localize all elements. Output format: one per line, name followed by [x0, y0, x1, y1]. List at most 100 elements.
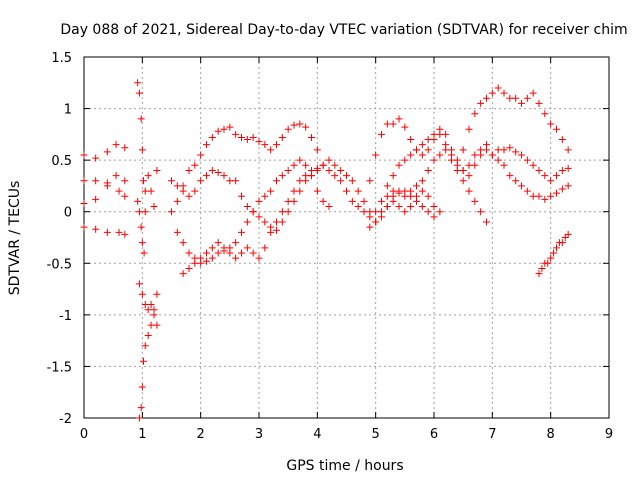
data-point: [185, 192, 193, 200]
data-point: [500, 161, 508, 169]
data-point: [115, 228, 123, 236]
data-point: [553, 125, 560, 133]
series-track-n: [366, 84, 572, 185]
data-point: [541, 172, 549, 180]
data-point: [395, 115, 403, 123]
data-point: [140, 177, 147, 185]
data-point: [319, 197, 327, 205]
data-point: [179, 187, 187, 195]
data-point: [243, 218, 251, 226]
data-point: [418, 151, 426, 159]
data-point: [284, 197, 292, 205]
series-track-p: [383, 146, 490, 226]
data-point: [366, 213, 374, 221]
data-point: [550, 249, 558, 257]
x-tick-label: 1: [138, 427, 146, 442]
data-point: [80, 223, 88, 231]
data-point: [378, 197, 385, 205]
y-tick-label: -0.5: [47, 257, 72, 272]
data-point: [313, 164, 321, 172]
data-point: [150, 203, 158, 211]
data-point: [523, 94, 531, 102]
data-point: [138, 290, 146, 298]
data-point: [331, 161, 339, 169]
data-point: [418, 203, 426, 211]
data-point: [80, 199, 88, 207]
data-point: [191, 187, 199, 195]
data-point: [92, 154, 100, 162]
data-point: [249, 133, 257, 141]
data-point: [360, 197, 368, 205]
data-point: [547, 192, 555, 200]
series-track-o: [372, 130, 572, 216]
y-tick-label: 1: [64, 103, 72, 118]
data-point: [506, 144, 514, 152]
data-point: [92, 177, 100, 185]
data-point: [273, 141, 280, 149]
data-point: [255, 197, 263, 205]
data-point: [424, 192, 432, 200]
data-point: [203, 172, 210, 180]
data-point: [424, 136, 432, 144]
data-point: [296, 120, 304, 128]
data-point: [144, 331, 152, 339]
data-point: [214, 169, 222, 177]
data-point: [179, 239, 187, 247]
data-point: [135, 280, 143, 288]
data-point: [465, 161, 473, 169]
data-point: [150, 311, 158, 319]
data-point: [319, 161, 327, 169]
data-point: [325, 166, 333, 174]
data-point: [494, 156, 502, 164]
data-point: [483, 218, 490, 226]
data-point: [544, 259, 552, 267]
data-point: [465, 125, 473, 133]
data-point: [430, 156, 438, 164]
series-track-g: [135, 290, 161, 422]
data-point: [477, 146, 485, 154]
data-point: [430, 213, 438, 221]
data-point: [337, 166, 345, 174]
data-point: [185, 264, 193, 272]
data-point: [535, 166, 543, 174]
data-point: [343, 187, 350, 195]
data-point: [153, 321, 161, 329]
data-point: [561, 234, 569, 241]
series-track-e: [134, 79, 149, 216]
data-point: [168, 177, 175, 185]
data-point: [214, 127, 222, 135]
data-point: [477, 99, 485, 107]
data-point: [313, 187, 321, 195]
data-point: [442, 146, 450, 154]
data-point: [197, 177, 205, 185]
data-point: [103, 148, 111, 156]
data-point: [418, 177, 426, 185]
data-point: [140, 357, 147, 365]
data-point: [232, 239, 240, 247]
data-point: [138, 383, 146, 391]
data-point: [442, 130, 450, 138]
data-point: [383, 182, 391, 190]
data-point: [226, 177, 234, 185]
data-point: [529, 89, 537, 97]
data-point: [529, 161, 537, 169]
data-point: [360, 208, 368, 216]
data-point: [558, 185, 566, 193]
data-point: [238, 249, 245, 257]
plot-area-frame: [83, 56, 610, 419]
data-point: [147, 321, 155, 329]
data-point: [243, 203, 251, 211]
data-point: [208, 254, 216, 262]
data-point: [389, 187, 397, 195]
data-point: [226, 249, 234, 257]
data-point: [483, 141, 490, 149]
data-point: [302, 123, 310, 131]
data-point: [401, 208, 409, 216]
data-point: [378, 130, 385, 138]
y-tick-label: 1.5: [51, 51, 72, 66]
y-tick-label: -2: [59, 412, 72, 427]
data-point: [173, 182, 181, 190]
data-point: [80, 151, 88, 159]
data-point: [290, 161, 298, 169]
data-point: [383, 203, 391, 211]
